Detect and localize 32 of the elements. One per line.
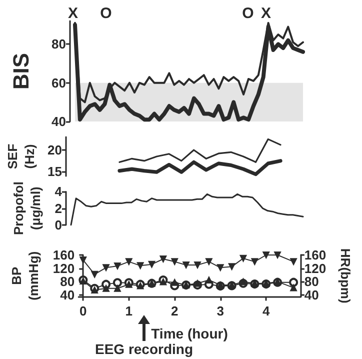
- y-axis-title: SEF (Hz): [5, 144, 37, 170]
- y-axis-title: BIS: [8, 52, 34, 90]
- y2-tick-label: 160: [304, 248, 326, 262]
- annotation: O: [100, 5, 112, 22]
- y-tick-label: 4: [54, 184, 63, 200]
- x-tick-label: 2: [171, 304, 178, 319]
- y-tick-label: 0: [54, 217, 62, 232]
- y-axis-title: BP (mmHg): [9, 251, 41, 300]
- annotation: X: [260, 5, 272, 22]
- x-tick-label: 0: [80, 304, 87, 319]
- y-tick-label: 40: [60, 288, 75, 303]
- y2-tick-label: 120: [304, 260, 326, 276]
- x-tick-label: 3: [216, 304, 224, 319]
- y-tick-label: 2: [54, 200, 62, 216]
- y-tick-label: 60: [52, 75, 66, 90]
- annotation: O: [242, 5, 254, 22]
- y2-axis-title: HR(bpm): [338, 248, 353, 304]
- y-axis-title: Propofol (μg/ml): [10, 182, 43, 235]
- y-tick-label: 80: [52, 36, 66, 52]
- y-tick-label: 40: [52, 114, 66, 129]
- x-tick-label: 1: [125, 304, 133, 319]
- y2-tick-label: 80: [304, 274, 319, 290]
- y-tick-label: 20: [48, 142, 62, 158]
- x-axis-title: Time (hour): [151, 326, 228, 342]
- y2-tick-label: 40: [304, 288, 319, 303]
- y-tick-label: 120: [52, 260, 75, 276]
- y-tick-label: 160: [52, 248, 75, 262]
- y-tick-label: 15: [48, 164, 62, 180]
- y-tick-label: 80: [60, 274, 75, 290]
- text: EEG recording: [94, 340, 194, 357]
- x-tick-label: 4: [262, 304, 270, 319]
- annotation: X: [68, 5, 78, 22]
